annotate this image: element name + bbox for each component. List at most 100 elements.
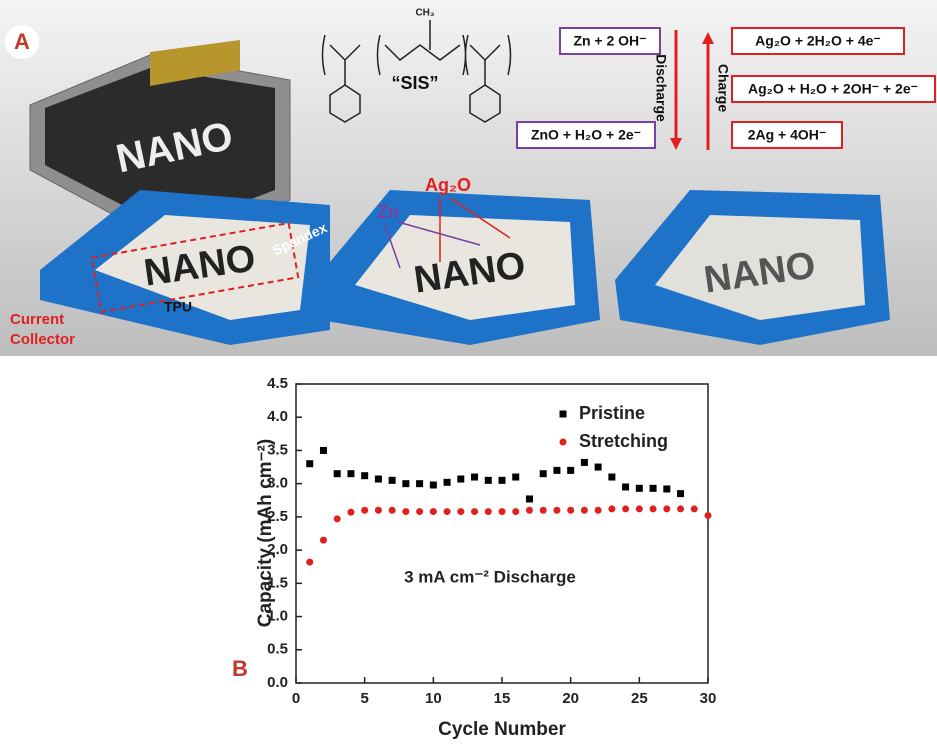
point	[430, 481, 437, 488]
y-tick-label: 3.5	[267, 441, 288, 458]
y-tick-label: 0.0	[267, 674, 288, 691]
point	[581, 459, 588, 466]
point	[526, 507, 533, 514]
point	[416, 508, 423, 515]
x-tick-label: 30	[700, 690, 717, 707]
point	[444, 508, 451, 515]
x-tick-label: 10	[425, 690, 442, 707]
legend-marker	[560, 411, 567, 418]
x-tick-label: 20	[562, 690, 579, 707]
charge-label: Charge	[715, 64, 731, 112]
point	[334, 470, 341, 477]
point	[457, 476, 464, 483]
point	[581, 507, 588, 514]
point	[430, 508, 437, 515]
x-axis-label: Cycle Number	[438, 719, 566, 740]
equation: ZnO + H₂O + 2e⁻	[531, 127, 641, 143]
point	[416, 480, 423, 487]
point	[663, 485, 670, 492]
current-collector-label: Current	[10, 311, 64, 328]
zn-label: Zn	[377, 202, 399, 222]
point	[608, 505, 615, 512]
y-tick-label: 3.0	[267, 475, 288, 492]
point	[402, 480, 409, 487]
point	[567, 507, 574, 514]
discharge-label: Discharge	[653, 54, 669, 122]
point	[375, 476, 382, 483]
point	[306, 460, 313, 467]
current-collector-label: Collector	[10, 331, 75, 348]
point	[512, 508, 519, 515]
point	[499, 477, 506, 484]
point	[650, 505, 657, 512]
panel-label: A	[14, 29, 30, 54]
point	[650, 485, 657, 492]
point	[622, 505, 629, 512]
x-tick-label: 15	[494, 690, 511, 707]
x-tick-label: 0	[292, 690, 300, 707]
point	[389, 507, 396, 514]
point	[347, 509, 354, 516]
point	[705, 512, 712, 519]
point	[402, 508, 409, 515]
chart: 0.0 0.5 1.0 1.5 2.0 2.5 3.0 3.5 4.0 4.5 0 5 10 15 20 25…	[267, 375, 716, 707]
panel-label: B	[232, 656, 248, 681]
ag2o-label: Ag₂O	[425, 175, 471, 195]
legend-marker	[560, 439, 567, 446]
point	[595, 464, 602, 471]
point	[320, 537, 327, 544]
point	[361, 507, 368, 514]
polymer-name: “SIS”	[391, 73, 438, 93]
equation: Ag₂O + H₂O + 2OH⁻ + 2e⁻	[748, 81, 918, 97]
point	[595, 507, 602, 514]
y-tick-label: 2.0	[267, 541, 288, 558]
y-axis-label: Capacity (mAh cm⁻²)	[255, 439, 276, 627]
legend-label: Pristine	[579, 403, 645, 423]
point	[553, 507, 560, 514]
y-tick-label: 1.0	[267, 608, 288, 625]
y-tick-label: 2.5	[267, 508, 288, 525]
point	[485, 508, 492, 515]
point	[347, 470, 354, 477]
point	[361, 472, 368, 479]
point	[334, 515, 341, 522]
equation: Zn + 2 OH⁻	[573, 33, 646, 49]
point	[389, 477, 396, 484]
point	[608, 474, 615, 481]
point	[553, 467, 560, 474]
legend-label: Stretching	[579, 431, 668, 451]
x-tick-label: 25	[631, 690, 648, 707]
point	[677, 505, 684, 512]
point	[636, 485, 643, 492]
point	[444, 479, 451, 486]
methyl: CH₃	[415, 8, 434, 19]
plot-frame	[296, 384, 708, 683]
point	[677, 490, 684, 497]
y-tick-label: 1.5	[267, 574, 288, 591]
point	[471, 508, 478, 515]
point	[457, 508, 464, 515]
point	[306, 559, 313, 566]
equation: Ag₂O + 2H₂O + 4e⁻	[755, 33, 881, 49]
point	[375, 507, 382, 514]
point	[622, 483, 629, 490]
x-tick-label: 5	[360, 690, 368, 707]
point	[540, 507, 547, 514]
point	[499, 508, 506, 515]
point	[512, 474, 519, 481]
y-tick-label: 0.5	[267, 641, 288, 658]
y-tick-label: 4.0	[267, 408, 288, 425]
point	[320, 447, 327, 454]
figure: A NANO CH₃ “SIS” Zn + 2 OH⁻ ZnO + H₂O + …	[0, 0, 937, 744]
annotation: 3 mA cm⁻² Discharge	[404, 567, 576, 586]
point	[540, 470, 547, 477]
y-tick-label: 4.5	[267, 375, 288, 392]
point	[663, 505, 670, 512]
point	[471, 474, 478, 481]
tpu-label: TPU	[164, 299, 192, 315]
point	[567, 467, 574, 474]
equation: 2Ag + 4OH⁻	[748, 127, 827, 143]
point	[636, 505, 643, 512]
point	[691, 505, 698, 512]
point	[526, 495, 533, 502]
